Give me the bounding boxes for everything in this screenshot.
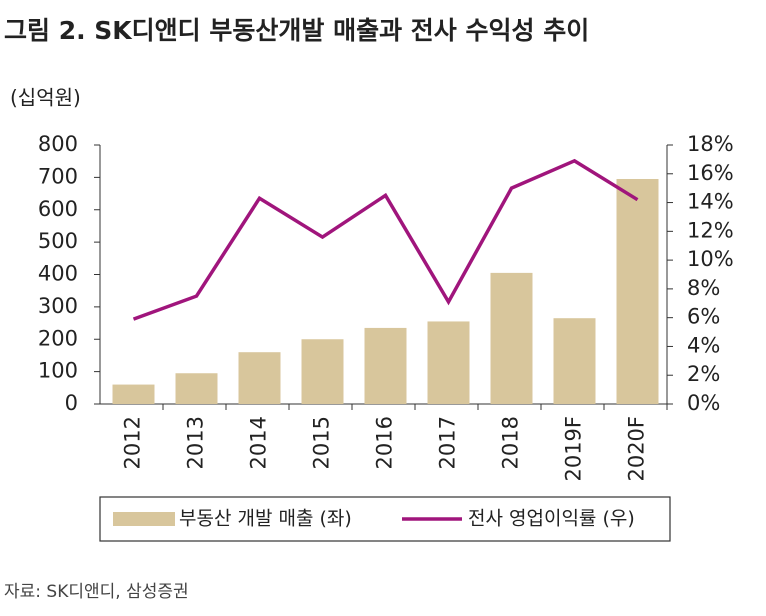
- bar: [553, 318, 596, 404]
- y2-tick-label: 0%: [687, 391, 720, 415]
- line: [132, 158, 639, 321]
- source: 자료: SK디앤디, 삼성증권: [4, 582, 189, 602]
- bar: [616, 178, 659, 404]
- y-tick-label: 0: [65, 391, 78, 415]
- y-tick-label: 300: [38, 294, 78, 318]
- y-unit: (십억원): [10, 86, 81, 110]
- y-tick-label: 700: [38, 164, 78, 188]
- y2-tick-label: 2%: [687, 362, 720, 386]
- y-tick-label: 200: [38, 326, 78, 350]
- x-tick-label: 2017: [436, 416, 460, 469]
- y2-tick-label: 14%: [687, 190, 734, 214]
- bar: [427, 321, 470, 404]
- y-tick-label: 600: [38, 197, 78, 221]
- legend-swatch: [113, 512, 175, 526]
- x-tick-label: 2013: [184, 416, 208, 469]
- bar: [175, 373, 218, 404]
- y2-tick-label: 10%: [687, 247, 734, 271]
- bar: [364, 327, 407, 404]
- y2-tick-label: 12%: [687, 218, 734, 242]
- x-tick-label: 2012: [121, 416, 145, 469]
- y-tick-label: 800: [38, 132, 78, 156]
- chart-title: 그림 2. SK디앤디 부동산개발 매출과 전사 수익성 추이: [4, 16, 589, 45]
- x-tick-label: 2019F: [562, 416, 586, 482]
- legend-label: 전사 영업이익률 (우): [468, 508, 635, 530]
- y2-tick-label: 6%: [687, 305, 720, 329]
- legend-label: 부동산 개발 매출 (좌): [179, 508, 352, 530]
- y-tick-label: 500: [38, 229, 78, 253]
- y-tick-label: 400: [38, 262, 78, 286]
- x-tick-label: 2016: [373, 416, 397, 469]
- legend-box: [99, 496, 671, 542]
- y2-tick-label: 16%: [687, 161, 734, 185]
- y-tick-label: 100: [38, 359, 78, 383]
- y2-tick-label: 18%: [687, 132, 734, 156]
- bar: [238, 352, 281, 404]
- x-tick-label: 2018: [499, 416, 523, 469]
- y2-tick-label: 4%: [687, 333, 720, 357]
- x-tick-label: 2020F: [625, 416, 649, 482]
- bar: [112, 384, 155, 404]
- y2-tick-label: 8%: [687, 276, 720, 300]
- bar: [301, 339, 344, 404]
- bar: [490, 272, 533, 404]
- x-tick-label: 2015: [310, 416, 334, 469]
- x-tick-label: 2014: [247, 416, 271, 469]
